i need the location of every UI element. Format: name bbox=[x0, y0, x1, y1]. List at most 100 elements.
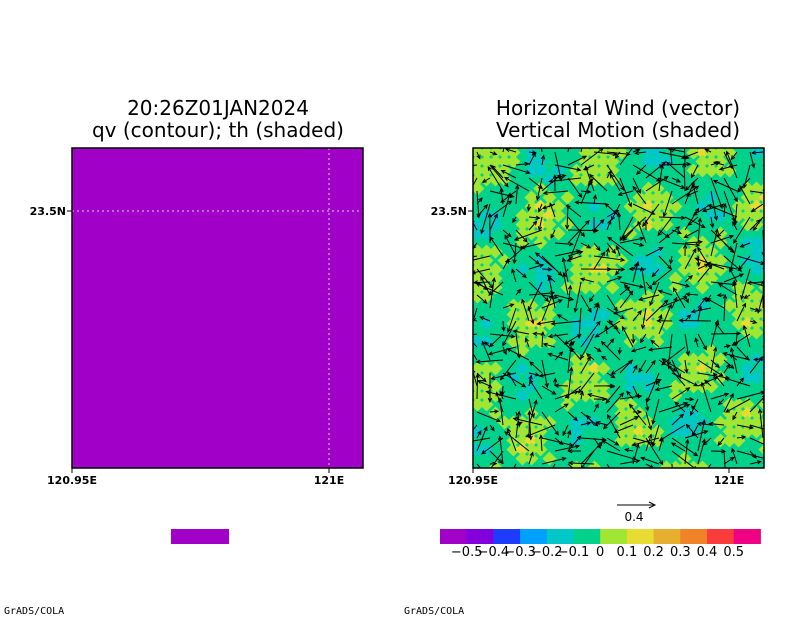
field-cell bbox=[677, 424, 692, 439]
wind-vector bbox=[723, 177, 738, 203]
wind-vector bbox=[704, 379, 712, 387]
wind-vector bbox=[619, 359, 633, 374]
wind-vector bbox=[622, 229, 634, 242]
field-cell bbox=[488, 271, 503, 286]
field-cell bbox=[542, 334, 557, 349]
wind-vector bbox=[657, 289, 673, 296]
field-cell bbox=[569, 262, 584, 277]
field-cell bbox=[473, 361, 485, 376]
field-cell bbox=[758, 263, 764, 276]
field-cell bbox=[650, 325, 665, 340]
wind-vector bbox=[498, 435, 504, 465]
wind-vector bbox=[489, 450, 503, 464]
field-cell bbox=[641, 307, 656, 322]
field-cell bbox=[641, 289, 656, 304]
wind-vector bbox=[481, 437, 504, 455]
wind-vector bbox=[632, 443, 640, 465]
field-cell bbox=[650, 154, 665, 169]
field-cell bbox=[533, 424, 548, 439]
wind-vector bbox=[700, 381, 712, 413]
field-cell bbox=[650, 181, 665, 196]
field-cell bbox=[632, 298, 647, 313]
wind-vector bbox=[473, 319, 478, 322]
wind-vector bbox=[506, 307, 517, 334]
field-cell bbox=[473, 397, 485, 412]
wind-vector bbox=[671, 437, 699, 457]
left-title-line2: qv (contour); th (shaded) bbox=[92, 118, 344, 142]
field-cell bbox=[650, 307, 665, 322]
wind-vector bbox=[647, 346, 673, 352]
wind-vector bbox=[684, 294, 689, 304]
wind-vector bbox=[536, 320, 556, 326]
wind-vector bbox=[584, 165, 595, 192]
wind-vector bbox=[541, 385, 557, 395]
wind-vector bbox=[669, 148, 673, 166]
wind-vector bbox=[567, 366, 574, 400]
field-cell bbox=[569, 172, 584, 187]
field-cell bbox=[515, 424, 530, 439]
wind-vector bbox=[606, 338, 615, 348]
wind-vector bbox=[513, 463, 517, 468]
field-cell bbox=[569, 271, 584, 286]
field-cell bbox=[695, 280, 710, 295]
field-cell bbox=[758, 281, 764, 294]
wind-vector bbox=[723, 344, 731, 349]
wind-vector bbox=[632, 310, 642, 322]
wind-vector bbox=[739, 184, 751, 205]
field-cell bbox=[542, 172, 557, 187]
field-cell bbox=[704, 352, 719, 367]
wind-vector bbox=[550, 229, 556, 239]
wind-vector bbox=[606, 372, 616, 379]
wind-vector bbox=[707, 463, 712, 468]
wind-vector bbox=[541, 267, 553, 272]
wind-vector bbox=[541, 203, 556, 210]
field-cell bbox=[506, 298, 521, 313]
wind-vector bbox=[722, 202, 727, 218]
field-cell bbox=[749, 235, 764, 250]
wind-vector bbox=[667, 364, 686, 387]
wind-vector bbox=[500, 169, 517, 179]
field-cell bbox=[560, 379, 575, 394]
field-cell bbox=[632, 316, 647, 331]
field-cell bbox=[578, 172, 593, 187]
wind-vector bbox=[606, 413, 621, 439]
field-cell bbox=[686, 361, 701, 376]
colorbar-label: 0.2 bbox=[643, 545, 664, 560]
field-cell bbox=[650, 190, 665, 205]
field-cell bbox=[524, 148, 539, 160]
field-cell bbox=[542, 226, 557, 241]
wind-vector bbox=[762, 411, 764, 413]
field-cell bbox=[479, 316, 494, 331]
wind-vector bbox=[513, 229, 543, 241]
field-cell bbox=[686, 406, 701, 421]
wind-vector bbox=[710, 392, 730, 400]
wind-vector bbox=[632, 260, 640, 283]
field-cell bbox=[578, 379, 593, 394]
wind-vector bbox=[527, 281, 543, 312]
field-cell bbox=[515, 208, 530, 223]
wind-vector bbox=[749, 395, 764, 413]
wind-vector bbox=[479, 316, 491, 322]
wind-vector bbox=[649, 281, 660, 307]
field-cell bbox=[731, 397, 746, 412]
wind-vector bbox=[732, 221, 738, 231]
field-cell bbox=[623, 361, 638, 376]
wind-vector bbox=[507, 370, 517, 387]
field-cell bbox=[479, 442, 494, 457]
colorbar-label: 0.4 bbox=[697, 545, 718, 560]
wind-vector bbox=[684, 207, 700, 231]
field-cell bbox=[659, 190, 674, 205]
wind-vector bbox=[567, 411, 578, 422]
field-cell bbox=[569, 325, 584, 340]
field-cell bbox=[533, 307, 548, 322]
field-cell bbox=[668, 424, 683, 439]
wind-vector bbox=[606, 242, 617, 255]
field-cell bbox=[614, 397, 629, 412]
field-cell bbox=[623, 415, 638, 430]
field-cell bbox=[686, 352, 701, 367]
wind-vector bbox=[723, 456, 735, 465]
field-cell bbox=[740, 316, 755, 331]
wind-vector bbox=[749, 219, 761, 231]
wind-vector bbox=[489, 213, 498, 231]
field-cell bbox=[614, 406, 629, 421]
